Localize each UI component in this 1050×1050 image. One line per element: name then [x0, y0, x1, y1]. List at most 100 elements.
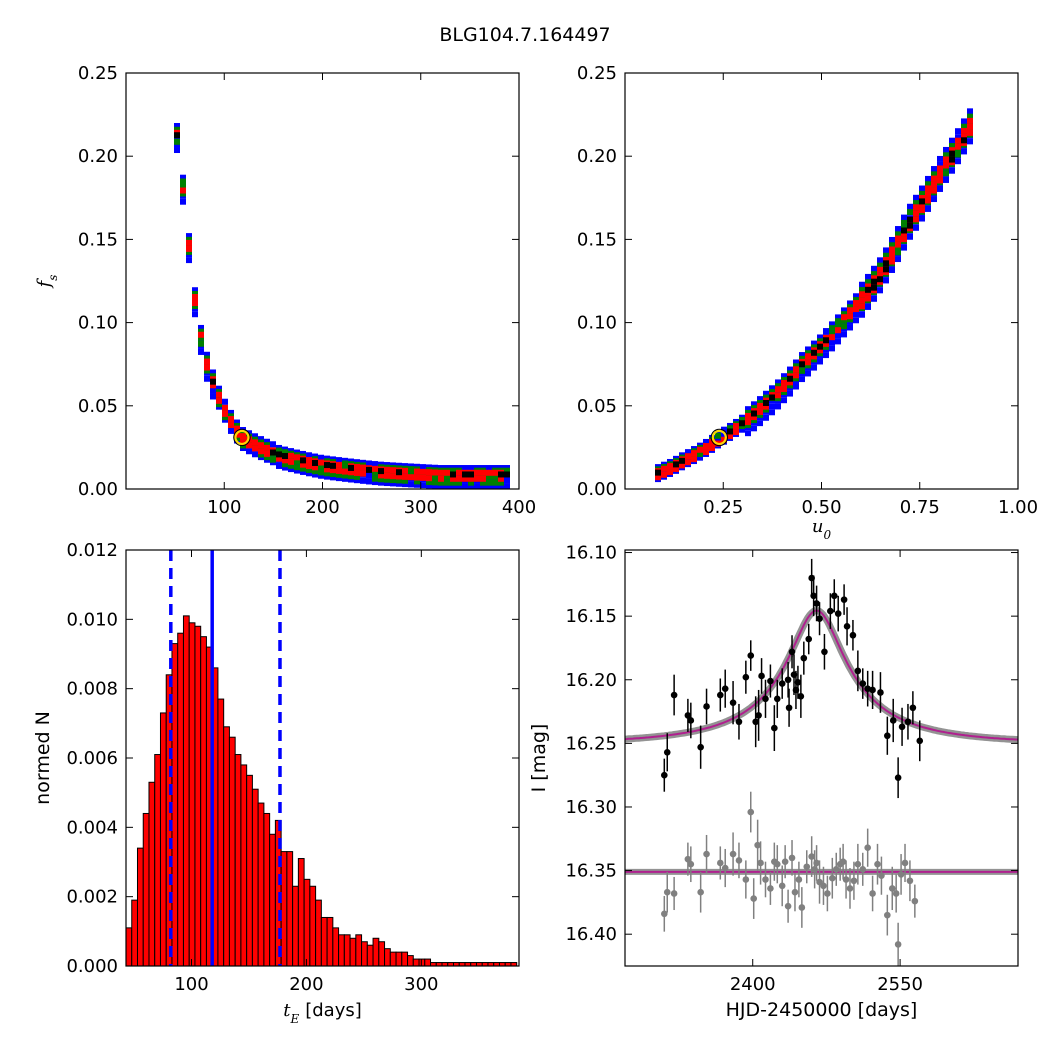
tr-cell-outer [829, 339, 835, 346]
tr-cell-inner [745, 412, 751, 419]
tr-cell-inner [679, 462, 685, 469]
histogram-bar [292, 885, 299, 967]
tr-cell-core [883, 260, 889, 267]
histogram-bar [125, 927, 133, 967]
tr-cell-core [949, 150, 955, 157]
residual-point [788, 854, 796, 862]
br-frame [624, 549, 1019, 967]
tr-cell-middle [931, 171, 937, 178]
tl-cell-core [396, 469, 402, 476]
tl-cell-middle [396, 477, 402, 484]
tr-cell-outer [811, 340, 817, 347]
residual-point [842, 876, 850, 883]
data-point [729, 699, 737, 706]
histogram-bar [257, 802, 265, 967]
histogram-bar [315, 899, 322, 967]
tl-cell-inner [306, 463, 312, 470]
tr-cell-outer [811, 364, 817, 371]
tl-cell-inner [420, 468, 426, 475]
tr-cell-inner [943, 156, 949, 163]
data-point [894, 774, 902, 782]
tl-cell-outer [324, 473, 330, 480]
tr-cell-middle [895, 249, 901, 256]
tl-cell-outer [420, 464, 426, 471]
bl-xtick-label: 100 [174, 974, 208, 995]
tl-cell-middle [288, 462, 294, 469]
residual-point [767, 885, 774, 892]
tl-cell-outer [354, 477, 360, 484]
tr-cell-core [823, 337, 829, 344]
tl-cell-inner [336, 467, 342, 474]
tr-cell-outer [919, 185, 925, 192]
tr-cell-outer [961, 118, 967, 125]
tr-cell-inner [661, 465, 667, 472]
data-point [661, 771, 668, 779]
data-point [778, 680, 786, 687]
tl-cell-outer [342, 475, 348, 482]
tl-cell-inner [342, 468, 348, 475]
tr-cell-outer [745, 430, 751, 437]
tr-cell-middle [841, 323, 847, 330]
tl-cell-outer [204, 351, 210, 358]
tl-cell-middle [318, 463, 324, 470]
tl-cell-inner [348, 469, 354, 476]
tl-cell-inner [240, 433, 246, 440]
residual-point [670, 890, 678, 897]
tl-cell-inner [186, 245, 192, 252]
data-point [785, 704, 793, 712]
tr-ytick-label: 0.00 [577, 479, 617, 500]
residual-point [773, 860, 781, 868]
data-point [827, 607, 834, 615]
tr-cell-outer [955, 128, 961, 135]
tr-cell-outer [877, 257, 883, 264]
tr-cell-outer [895, 226, 901, 233]
tr-cell-inner [751, 414, 757, 421]
residual-point [832, 866, 840, 873]
tr-cell-outer [961, 148, 967, 155]
tl-cell-inner [294, 454, 300, 461]
data-point [813, 600, 820, 607]
tl-cell-middle [384, 476, 390, 483]
tr-cell-inner [925, 197, 931, 204]
tr-cell-inner [703, 443, 709, 450]
tr-cell-outer [955, 134, 961, 141]
tr-cell-outer [703, 438, 709, 445]
data-point [859, 680, 867, 687]
data-point [810, 592, 817, 600]
tl-best-fit-outline [233, 428, 251, 447]
data-point [687, 717, 695, 724]
tr-cell-outer [841, 331, 847, 338]
tl-cell-outer [318, 454, 324, 461]
histogram-bar [378, 941, 386, 967]
tr-cell-outer [859, 281, 865, 288]
tr-cell-core [871, 278, 877, 285]
residual-point [757, 859, 764, 867]
tl-cell-outer [468, 483, 474, 490]
tr-cell-outer [751, 425, 757, 432]
tr-cell-outer [769, 403, 775, 410]
tl-cell-inner [318, 459, 324, 466]
tr-cell-outer [799, 376, 805, 383]
tr-xtick-label: 0.25 [703, 497, 743, 518]
tr-cell-middle [907, 209, 913, 216]
tl-cell-outer [210, 393, 216, 400]
tl-cell-inner [498, 475, 504, 482]
tr-cell-core [673, 461, 679, 468]
data-point [703, 703, 710, 710]
tr-cell-outer [787, 366, 793, 373]
tr-cell-inner [847, 307, 853, 314]
tr-cell-outer [913, 194, 919, 201]
tl-cell-outer [282, 464, 288, 471]
histogram-bar [251, 788, 259, 967]
tr-cell-inner [757, 408, 763, 415]
tr-cell-outer [943, 146, 949, 153]
tr-cell-outer [847, 300, 853, 307]
tl-cell-outer [474, 483, 480, 490]
br-ylabel: I [mag] [528, 724, 550, 793]
tl-cell-core [450, 471, 456, 478]
bl-ytick-label: 0.012 [66, 540, 118, 561]
tl-cell-middle [492, 479, 498, 486]
histogram-bar [263, 812, 271, 967]
tr-cell-outer [883, 277, 889, 284]
